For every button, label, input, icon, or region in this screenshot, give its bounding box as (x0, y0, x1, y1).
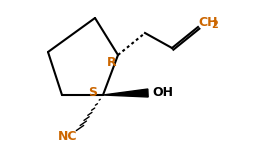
Text: NC: NC (58, 129, 78, 142)
Text: CH: CH (198, 15, 218, 28)
Text: S: S (89, 86, 97, 100)
Polygon shape (103, 89, 148, 97)
Text: R: R (107, 55, 117, 69)
Text: 2: 2 (211, 20, 218, 30)
Text: OH: OH (152, 86, 173, 100)
